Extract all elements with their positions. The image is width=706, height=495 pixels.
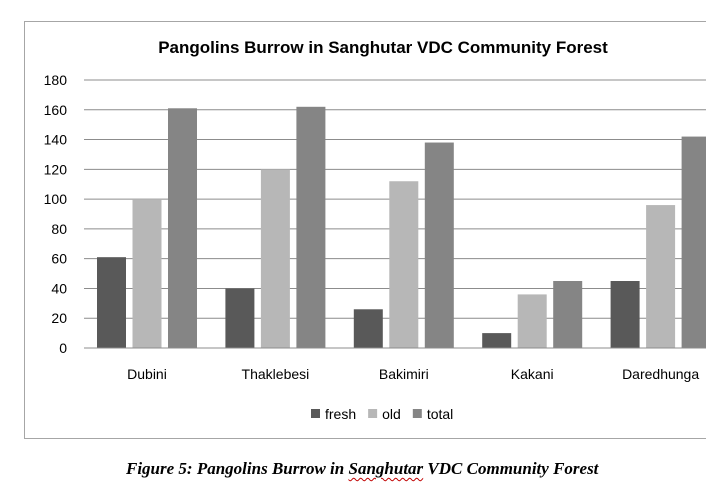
caption-underlined-word: Sanghutar <box>348 459 424 478</box>
bar-total-kakani <box>553 281 583 348</box>
legend-swatch-total <box>412 409 422 418</box>
x-axis-categories: Dubini Thaklebesi Bakimiri Kakani Daredhunga <box>127 366 699 382</box>
y-tick-label: 180 <box>44 72 68 88</box>
caption-suffix: VDC Community Forest <box>423 459 599 478</box>
category-label: Thaklebesi <box>242 366 310 382</box>
y-tick-label: 120 <box>44 161 68 177</box>
y-tick-label: 80 <box>51 221 67 237</box>
bar-fresh-bakimiri <box>353 309 383 348</box>
y-axis-ticks: 0 20 40 60 80 100 120 140 160 180 <box>44 72 68 356</box>
bar-old-daredhunga <box>646 205 676 348</box>
y-tick-label: 60 <box>51 251 67 267</box>
legend-label-total: total <box>427 406 453 422</box>
bar-total-dubini <box>168 108 197 349</box>
bar-old-bakimiri <box>389 181 419 348</box>
category-label: Bakimiri <box>379 366 429 382</box>
category-label: Dubini <box>127 366 167 382</box>
bar-fresh-daredhunga <box>610 281 640 348</box>
bar-total-daredhunga <box>681 136 706 348</box>
y-tick-label: 0 <box>59 340 67 356</box>
y-tick-label: 40 <box>51 280 67 296</box>
chart-area: Pangolins Burrow in Sanghutar VDC Commun… <box>24 21 706 439</box>
category-label: Daredhunga <box>622 366 699 382</box>
bar-fresh-thaklebesi <box>225 288 255 348</box>
legend-swatch-fresh <box>311 409 320 418</box>
y-tick-label: 160 <box>44 102 68 118</box>
bar-fresh-kakani <box>482 333 512 348</box>
legend-label-fresh: fresh <box>325 406 356 422</box>
y-tick-label: 100 <box>44 191 68 207</box>
bar-total-bakimiri <box>424 142 454 348</box>
legend: fresh old total <box>311 406 453 422</box>
bar-old-dubini <box>132 199 162 348</box>
legend-swatch-old <box>368 409 378 418</box>
bar-fresh-dubini <box>97 257 126 348</box>
bars <box>97 106 706 349</box>
bar-old-thaklebesi <box>260 169 290 348</box>
legend-label-old: old <box>382 406 401 422</box>
bar-chart: Pangolins Burrow in Sanghutar VDC Commun… <box>44 38 706 422</box>
chart-title: Pangolins Burrow in Sanghutar VDC Commun… <box>158 38 608 57</box>
y-tick-label: 140 <box>44 132 68 148</box>
category-label: Kakani <box>511 366 554 382</box>
bar-total-thaklebesi <box>296 106 326 348</box>
figure-caption: Figure 5: Pangolins Burrow in Sanghutar … <box>126 459 706 479</box>
caption-prefix: Figure 5: Pangolins Burrow in <box>126 459 349 478</box>
bar-old-kakani <box>517 294 547 348</box>
y-tick-label: 20 <box>51 310 67 326</box>
